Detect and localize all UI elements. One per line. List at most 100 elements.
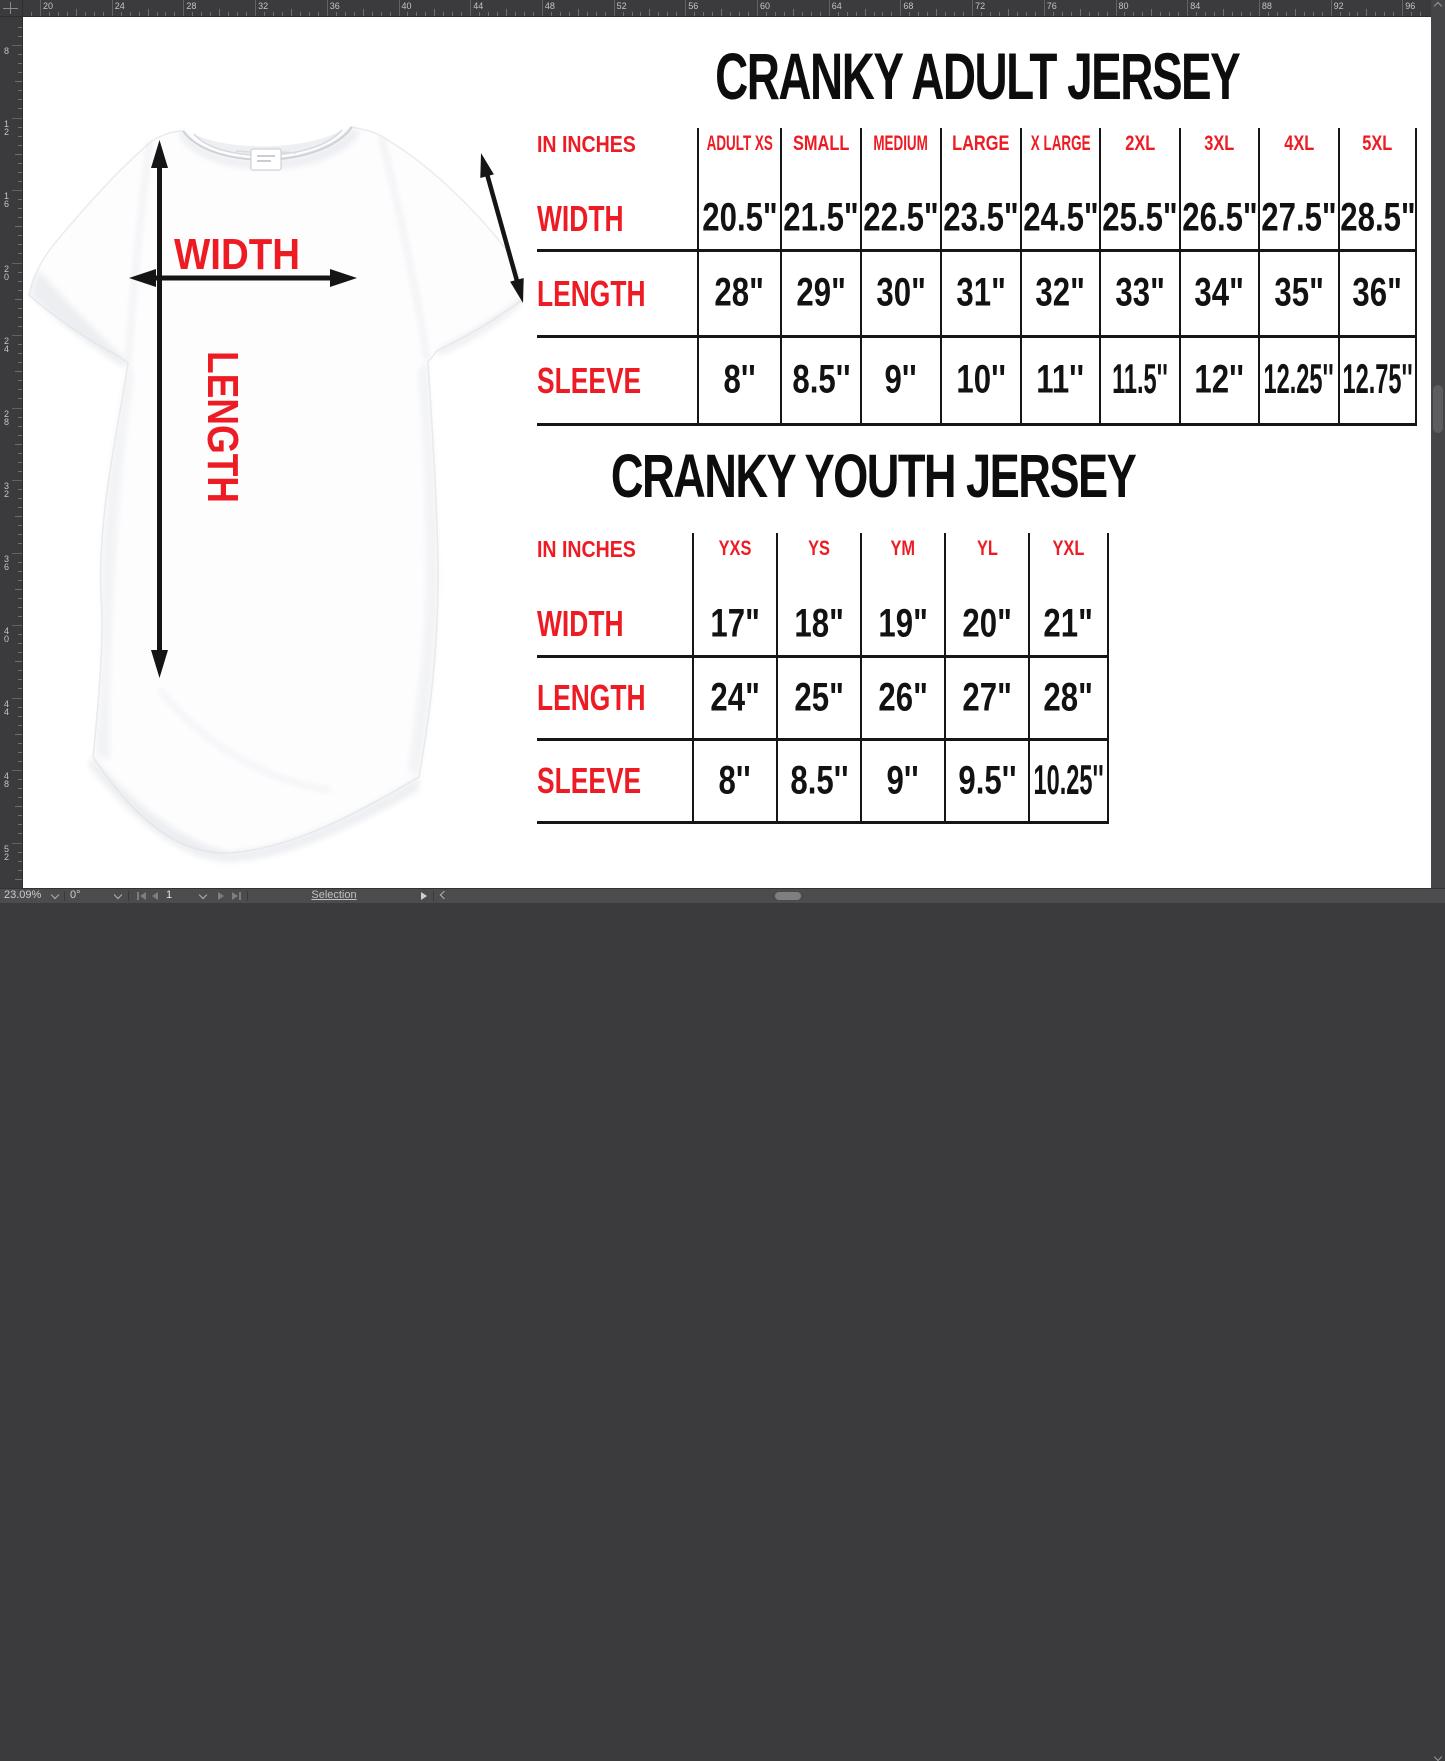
tshirt-shading — [30, 127, 523, 862]
size-cell: 27.5" — [1258, 160, 1338, 252]
ruler-tick — [371, 12, 373, 16]
ruler-tick — [192, 12, 194, 16]
ruler-tick — [12, 262, 22, 264]
ruler-tick — [12, 625, 22, 626]
ruler-tick — [1205, 12, 1207, 16]
ruler-tick — [792, 9, 794, 16]
size-cell: 22.5" — [860, 160, 940, 252]
first-frame-button[interactable] — [136, 892, 146, 900]
rotation-field[interactable]: 0° — [70, 889, 81, 901]
ruler-tick — [12, 770, 22, 771]
next-frame-button[interactable] — [218, 892, 224, 900]
ruler-tick — [1393, 12, 1395, 16]
ruler-tick — [434, 9, 436, 16]
size-header-cell: ADULT XS — [697, 128, 780, 160]
ruler-tick — [18, 416, 22, 418]
ruler-tick — [12, 45, 22, 46]
size-header-cell: 2XL — [1099, 128, 1179, 160]
top-ruler[interactable]: 20 24 28 32 36 40 44 48 52 56 60 64 68 72 76 80 84 88 92 96 — [0, 0, 1431, 17]
ruler-tick — [18, 824, 22, 826]
size-cell: 36" — [1338, 252, 1417, 338]
ruler-tick — [488, 12, 490, 16]
ruler-tick — [18, 634, 22, 636]
rotation-dropdown-chevron-icon[interactable] — [115, 892, 121, 898]
ruler-tick — [891, 12, 893, 16]
ruler-tick — [18, 715, 22, 717]
ruler-tick — [40, 0, 41, 16]
document-artwork: WIDTH LENGTH CRANKY ADULT JERSEY IN INCH… — [22, 16, 1431, 889]
ruler-tick — [1142, 12, 1144, 16]
ruler-tick — [15, 806, 22, 808]
ruler-tick — [1267, 12, 1269, 16]
ruler-tick — [18, 815, 22, 817]
ruler-tick — [255, 0, 257, 16]
size-cell: 23.5" — [940, 160, 1020, 252]
ruler-tick — [712, 12, 714, 16]
ruler-tick — [18, 162, 22, 164]
unit-header: IN INCHES — [537, 130, 636, 157]
vertical-scrollbar[interactable] — [1431, 0, 1445, 889]
ruler-tick — [622, 12, 624, 16]
ruler-tick — [18, 679, 22, 681]
ruler-tick — [559, 12, 561, 16]
ruler-tick — [757, 0, 758, 16]
play-button[interactable] — [421, 892, 427, 900]
length-arrow — [151, 140, 168, 678]
size-header-cell: YXS — [692, 533, 776, 565]
ruler-number: 56 — [688, 1, 699, 11]
ruler-tick — [1366, 9, 1368, 16]
status-mode-label[interactable]: Selection — [311, 889, 357, 901]
size-header-cell: YS — [776, 533, 860, 565]
frame-dropdown-chevron-icon[interactable] — [200, 892, 206, 898]
ruler-tick — [900, 0, 902, 16]
collapse-chevron-icon[interactable] — [441, 892, 447, 898]
zoom-dropdown-chevron-icon[interactable] — [52, 892, 58, 898]
ruler-tick — [1375, 12, 1377, 16]
ruler-tick — [18, 688, 22, 690]
ruler-tick — [18, 498, 22, 500]
ruler-tick — [18, 860, 22, 862]
ruler-tick — [1178, 12, 1180, 16]
ruler-tick — [18, 470, 22, 472]
ruler-origin-crosshair-icon[interactable] — [0, 0, 23, 17]
last-frame-button[interactable] — [232, 892, 242, 900]
document-canvas[interactable]: WIDTH LENGTH CRANKY ADULT JERSEY IN INCH… — [22, 16, 1431, 889]
ruler-tick — [210, 12, 212, 16]
ruler-tick — [1124, 12, 1126, 16]
ruler-tick — [909, 12, 911, 16]
sleeve-arrow — [480, 153, 524, 303]
collar-tag — [235, 148, 297, 171]
ruler-tick — [1240, 12, 1242, 16]
vertical-scrollbar-thumb[interactable] — [1433, 385, 1443, 433]
scroll-up-button[interactable] — [1431, 0, 1445, 12]
ruler-tick — [362, 9, 364, 16]
ruler-tick — [18, 597, 22, 599]
ruler-tick — [837, 12, 839, 16]
ruler-number: 28 — [186, 1, 197, 11]
collar — [182, 126, 353, 171]
ruler-tick — [18, 452, 22, 454]
ruler-tick — [461, 12, 463, 16]
row-label: LENGTH — [537, 658, 692, 741]
size-cell: 28.5" — [1338, 160, 1417, 252]
ruler-tick — [18, 543, 22, 545]
frame-number-field[interactable]: 1 — [166, 889, 173, 901]
ruler-tick — [12, 552, 22, 554]
ruler-tick — [676, 12, 678, 16]
ruler-tick — [739, 12, 741, 16]
width-label: WIDTH — [174, 230, 300, 279]
ruler-tick — [18, 525, 22, 527]
last-frame-icon — [239, 892, 241, 900]
zoom-level-field[interactable]: 23.09% — [4, 889, 42, 901]
first-frame-icon — [137, 892, 139, 900]
ruler-tick — [18, 742, 22, 744]
size-cell: 9.5'' — [944, 741, 1028, 824]
ruler-tick — [416, 12, 418, 16]
ruler-tick — [18, 144, 22, 146]
horizontal-scrollbar-thumb[interactable] — [775, 892, 801, 900]
previous-frame-button[interactable] — [152, 892, 158, 900]
size-header-cell: X LARGE — [1020, 128, 1099, 160]
